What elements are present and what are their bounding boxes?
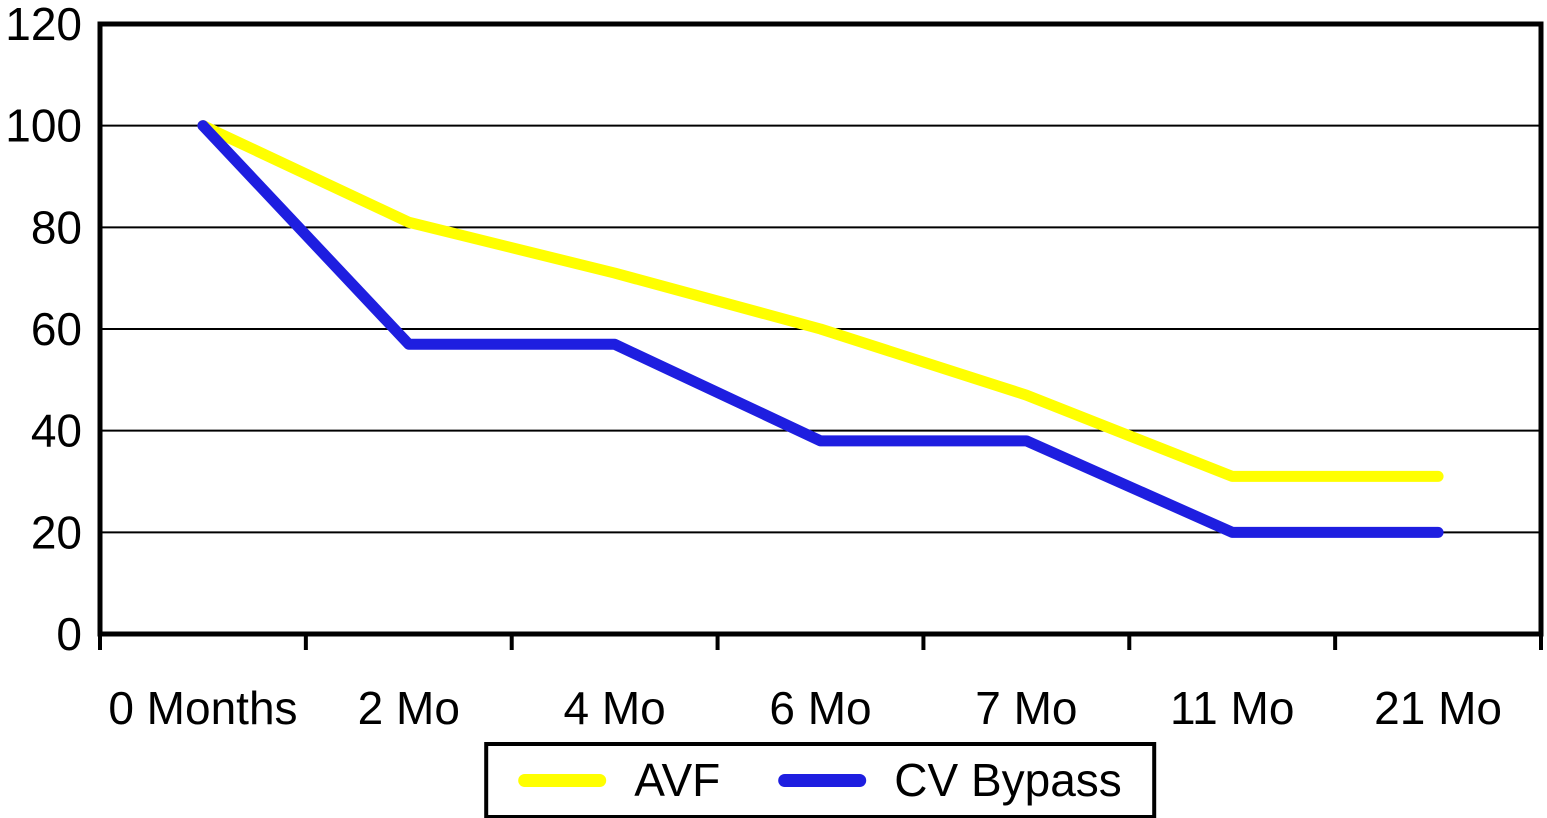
legend: AVF CV Bypass bbox=[484, 742, 1156, 818]
y-tick-label: 20 bbox=[31, 506, 82, 558]
y-tick-label: 0 bbox=[56, 608, 82, 660]
x-axis-labels: 0 Months 2 Mo 4 Mo 6 Mo 7 Mo 11 Mo 21 Mo bbox=[108, 682, 1502, 734]
cv-bypass-line-icon bbox=[778, 774, 867, 788]
plot-border bbox=[97, 21, 1544, 637]
cv-bypass-legend-label: CV Bypass bbox=[894, 754, 1122, 806]
avf-line-icon bbox=[518, 774, 607, 788]
x-tick-label: 0 Months bbox=[108, 682, 297, 734]
y-tick-label: 100 bbox=[5, 100, 82, 152]
y-tick-label: 40 bbox=[31, 405, 82, 457]
y-tick-label: 60 bbox=[31, 303, 82, 355]
x-tick-label: 2 Mo bbox=[358, 682, 460, 734]
avf-legend-label: AVF bbox=[634, 754, 721, 806]
x-tick-label: 21 Mo bbox=[1374, 682, 1502, 734]
y-axis-labels: 0 20 40 60 80 100 120 bbox=[5, 0, 82, 660]
series-line-avf bbox=[197, 120, 1444, 482]
series-line-cv-bypass bbox=[197, 120, 1444, 538]
y-tick-label: 80 bbox=[31, 201, 82, 253]
x-tick-label: 6 Mo bbox=[769, 682, 871, 734]
x-axis-ticks bbox=[98, 634, 1543, 650]
y-tick-label: 120 bbox=[5, 0, 82, 50]
x-tick-label: 7 Mo bbox=[975, 682, 1077, 734]
x-tick-label: 4 Mo bbox=[564, 682, 666, 734]
x-tick-label: 11 Mo bbox=[1170, 682, 1294, 734]
